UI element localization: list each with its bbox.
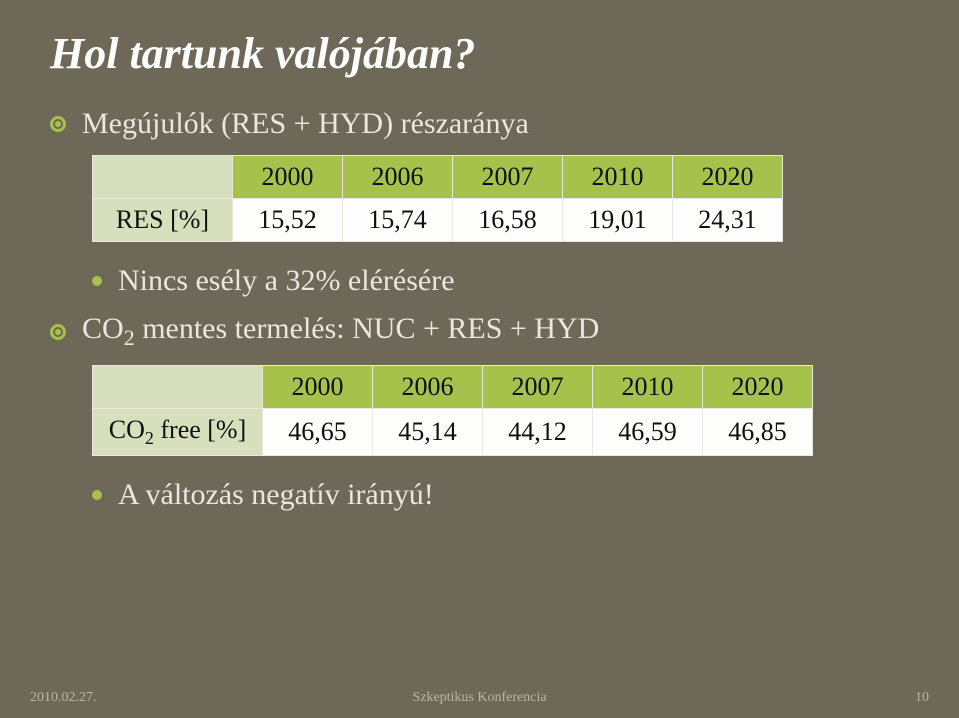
slide-title: Hol tartunk valójában? <box>50 28 909 79</box>
bullet-sub-icon <box>92 276 102 286</box>
table-1-wrap: 20002006200720102020 RES [%]15,5215,7416,… <box>92 155 909 242</box>
table-cell: 15,74 <box>343 199 453 242</box>
table-header-cell <box>93 366 263 409</box>
bullet-1: Megújulók (RES + HYD) részaránya <box>50 107 909 141</box>
bullet-sub-icon <box>92 490 102 500</box>
table-header-cell: 2010 <box>563 156 673 199</box>
table-cell: 19,01 <box>563 199 673 242</box>
table-row-label: CO2 free [%] <box>93 409 263 456</box>
slide: Hol tartunk valójában? Megújulók (RES + … <box>0 0 959 718</box>
bullet-2: Nincs esély a 32% elérésére <box>92 264 909 298</box>
table-header-cell: 2007 <box>453 156 563 199</box>
table-2-wrap: 20002006200720102020 CO2 free [%]46,6545,… <box>92 365 909 456</box>
table-cell: 15,52 <box>233 199 343 242</box>
co2-free-table: 20002006200720102020 CO2 free [%]46,6545,… <box>92 365 813 456</box>
table-header-cell: 2000 <box>263 366 373 409</box>
table-cell: 24,31 <box>673 199 783 242</box>
bullet-main-icon <box>50 116 66 132</box>
bullet-4: A változás negatív irányú! <box>92 478 909 512</box>
res-share-table: 20002006200720102020 RES [%]15,5215,7416,… <box>92 155 783 242</box>
footer-conference: Szkeptikus Konferencia <box>412 690 546 706</box>
table-header-cell: 2006 <box>373 366 483 409</box>
table-cell: 45,14 <box>373 409 483 456</box>
bullet-4-text: A változás negatív irányú! <box>118 478 434 512</box>
table-row-label: RES [%] <box>93 199 233 242</box>
table-cell: 46,59 <box>593 409 703 456</box>
bullet-2-text: Nincs esély a 32% elérésére <box>118 264 455 298</box>
bullet-main-icon <box>50 324 66 340</box>
table-header-cell: 2000 <box>233 156 343 199</box>
table-cell: 16,58 <box>453 199 563 242</box>
table-header-cell <box>93 156 233 199</box>
bullet-1-text: Megújulók (RES + HYD) részaránya <box>82 107 529 141</box>
table-header-cell: 2006 <box>343 156 453 199</box>
table-cell: 46,65 <box>263 409 373 456</box>
table-cell: 44,12 <box>483 409 593 456</box>
footer-page-number: 10 <box>915 690 929 706</box>
table-header-cell: 2020 <box>673 156 783 199</box>
bullet-3-sub: 2 <box>124 325 135 350</box>
bullet-3-pre: CO <box>82 312 124 345</box>
bullet-3-post: mentes termelés: NUC + RES + HYD <box>135 312 600 345</box>
table-header-cell: 2007 <box>483 366 593 409</box>
table-header-cell: 2010 <box>593 366 703 409</box>
slide-footer: 2010.02.27. Szkeptikus Konferencia 10 <box>0 690 959 706</box>
bullet-3: CO2 mentes termelés: NUC + RES + HYD <box>50 312 909 351</box>
table-cell: 46,85 <box>703 409 813 456</box>
bullet-3-text: CO2 mentes termelés: NUC + RES + HYD <box>82 312 599 351</box>
footer-date: 2010.02.27. <box>30 690 97 706</box>
table-header-cell: 2020 <box>703 366 813 409</box>
